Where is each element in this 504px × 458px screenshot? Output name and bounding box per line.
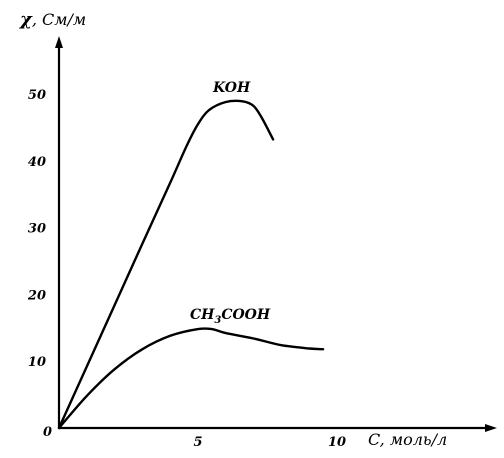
x-axis-label: C, моль/л [368, 430, 447, 449]
y-tick-label: 20 [27, 288, 46, 303]
series-label-main: CH [190, 307, 215, 323]
x-axis-arrow [485, 424, 497, 432]
y-tick-label: 30 [28, 222, 46, 237]
y-tick-label: 50 [28, 88, 46, 103]
series-line-koh [57, 99, 275, 430]
series-label-koh: KOH [212, 80, 251, 96]
y-axis-arrow [55, 36, 63, 48]
series-line-ch3cooh [57, 327, 325, 430]
y-axis-unit: , См/м [32, 10, 86, 29]
x-tick-label: 10 [328, 435, 346, 450]
origin-label: 0 [43, 425, 52, 440]
y-tick-label: 40 [28, 155, 46, 170]
series-label-ch3cooh: CH3COOH [190, 307, 271, 326]
curves-layer [57, 99, 325, 430]
y-axis-label: χ, См/м [18, 9, 86, 30]
x-tick-label: 5 [193, 435, 202, 450]
series-label-main: KOH [212, 80, 251, 96]
labels-layer: KOH CH3COOH [190, 80, 271, 326]
series-label-rest: COOH [221, 307, 271, 323]
y-axis-symbol: χ [18, 9, 33, 30]
y-tick-label: 10 [28, 355, 46, 370]
series-label-subscript: 3 [214, 315, 221, 326]
